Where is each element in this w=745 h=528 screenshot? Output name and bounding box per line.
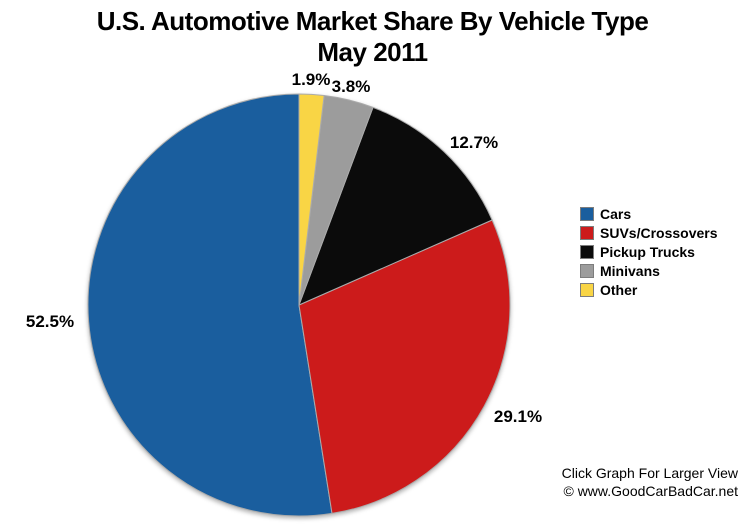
pie-slice-cars[interactable] <box>87 93 333 517</box>
pie-slice-other[interactable] <box>298 93 325 306</box>
footer-copyright: © www.GoodCarBadCar.net <box>563 483 738 499</box>
footer: Click Graph For Larger View © www.GoodCa… <box>562 464 738 500</box>
legend-label-other: Other <box>600 281 638 298</box>
legend-item-suvs-crossovers: SUVs/Crossovers <box>580 223 718 242</box>
pie-slice-pickup-trucks[interactable] <box>298 106 493 306</box>
legend-swatch-cars <box>580 206 594 221</box>
chart-title-line1: U.S. Automotive Market Share By Vehicle … <box>96 6 649 36</box>
legend-swatch-suvs-crossovers <box>580 225 594 240</box>
chart-title-line2: May 2011 <box>317 37 428 67</box>
legend: Cars SUVs/Crossovers Pickup Trucks Minivans… <box>580 204 718 299</box>
chart-title: U.S. Automotive Market Share By Vehicle … <box>0 6 745 68</box>
legend-item-other: Other <box>580 280 718 299</box>
legend-label-minivans: Minivans <box>600 262 660 279</box>
legend-label-pickup-trucks: Pickup Trucks <box>600 243 695 260</box>
legend-swatch-other <box>580 282 594 297</box>
legend-label-suvs-crossovers: SUVs/Crossovers <box>600 224 718 241</box>
legend-swatch-minivans <box>580 263 594 278</box>
legend-swatch-pickup-trucks <box>580 244 594 259</box>
legend-label-cars: Cars <box>600 205 632 222</box>
legend-item-pickup-trucks: Pickup Trucks <box>580 242 718 261</box>
legend-item-cars: Cars <box>580 204 718 223</box>
footer-click-hint: Click Graph For Larger View <box>561 465 738 481</box>
pie-slice-suvs-crossovers[interactable] <box>298 219 511 514</box>
legend-item-minivans: Minivans <box>580 261 718 280</box>
